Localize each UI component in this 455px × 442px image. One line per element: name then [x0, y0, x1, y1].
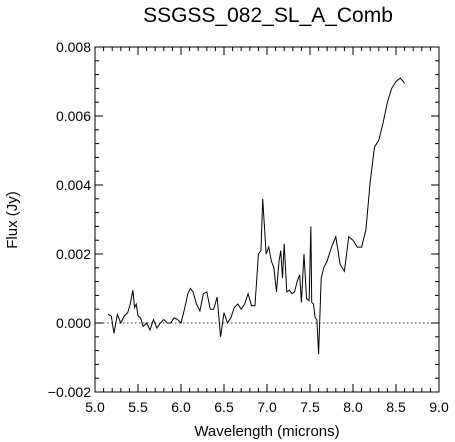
plot-frame [94, 46, 440, 393]
x-tick-label: 6.0 [171, 399, 191, 415]
y-tick-label: −0.002 [48, 384, 91, 400]
axis-ticks [94, 46, 440, 393]
y-axis-label: Flux (Jy) [4, 191, 21, 249]
y-tick-label: 0.004 [56, 177, 91, 193]
x-tick-label: 5.5 [128, 399, 148, 415]
y-tick-label: 0.002 [56, 246, 91, 262]
y-tick-labels: −0.002 0.000 0.002 0.004 0.006 0.008 [48, 39, 91, 400]
x-tick-label: 6.5 [214, 399, 234, 415]
chart-title: SSGSS_082_SL_A_Comb [143, 4, 393, 27]
y-tick-label: 0.008 [56, 39, 91, 55]
y-tick-label: 0.000 [56, 315, 91, 331]
x-axis-label: Wavelength (microns) [194, 423, 339, 440]
x-tick-label: 8.5 [386, 399, 406, 415]
flux-spectrum-line [107, 77, 405, 355]
x-tick-label: 5.0 [85, 399, 105, 415]
x-tick-labels: 5.0 5.5 6.0 6.5 7.0 7.5 8.0 8.5 9.0 [85, 399, 449, 415]
x-tick-label: 7.5 [300, 399, 320, 415]
x-tick-label: 7.0 [257, 399, 277, 415]
x-tick-label: 8.0 [343, 399, 363, 415]
x-tick-label: 9.0 [429, 399, 449, 415]
y-tick-label: 0.006 [56, 108, 91, 124]
